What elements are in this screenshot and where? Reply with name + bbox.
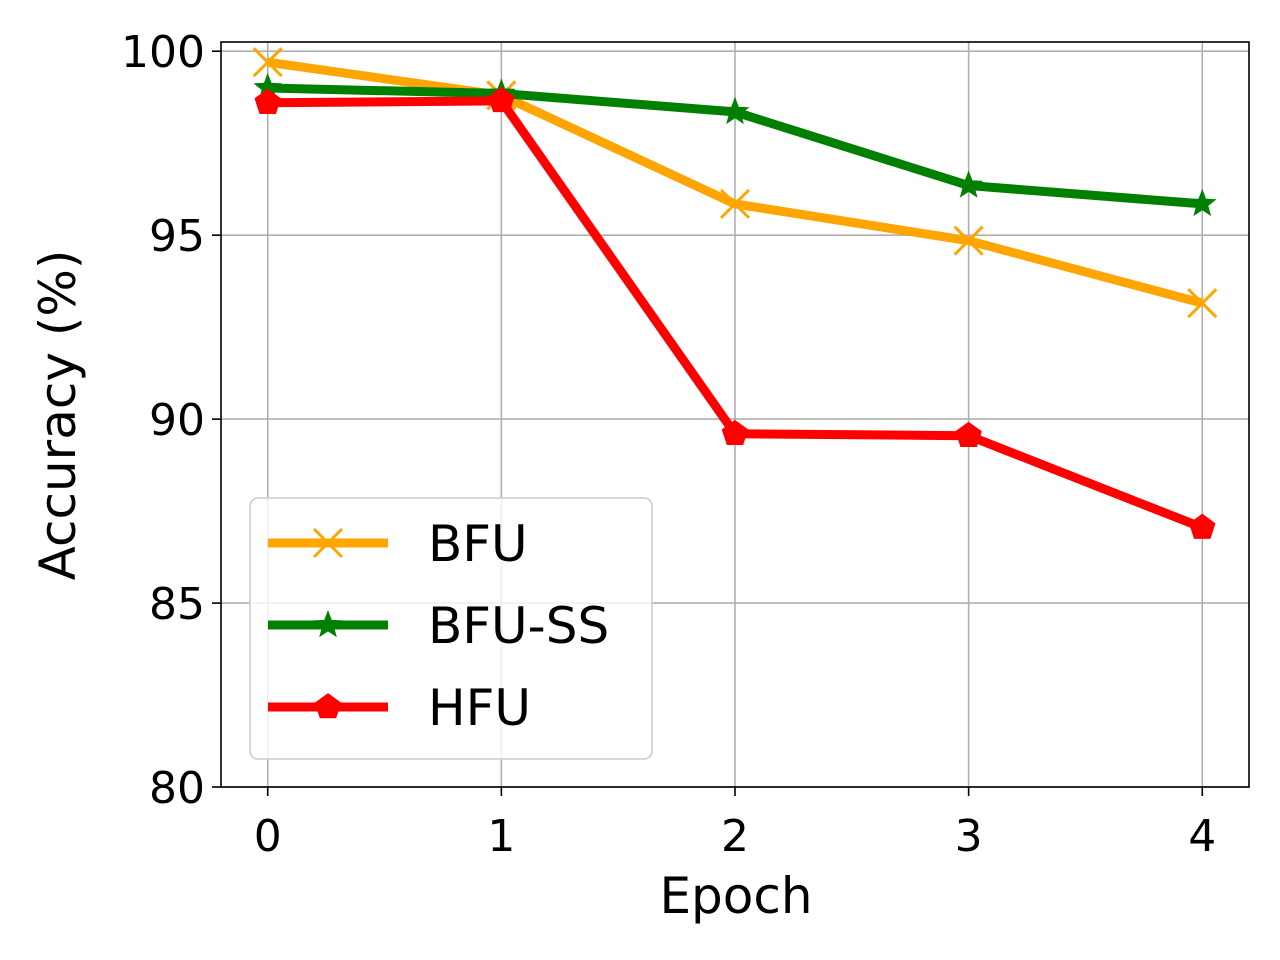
legend-marker-hfu (314, 693, 342, 719)
legend-label-hfu: HFU (428, 679, 531, 737)
legend-marker-bfu-stroke-b (312, 527, 344, 559)
data-point-bfu-0 (252, 47, 283, 78)
x-tick-label-2: 2 (721, 811, 749, 862)
data-point-hfu-0 (254, 88, 281, 114)
y-tick-label-95: 95 (149, 211, 205, 262)
data-point-bfu-0-stroke-b (252, 47, 283, 78)
data-point-hfu-3 (955, 421, 982, 447)
y-tick-label-80: 80 (149, 763, 205, 814)
legend-label-bfu-ss: BFU-SS (428, 597, 609, 655)
x-axis-label: Epoch (659, 867, 812, 925)
data-point-bfu-3-stroke-b (953, 225, 984, 256)
y-tick-label-90: 90 (149, 395, 205, 446)
data-point-bfu-3 (953, 225, 984, 256)
data-point-hfu-2 (721, 419, 749, 446)
series-lines (252, 47, 1218, 539)
x-tick-label-1: 1 (487, 811, 515, 862)
y-axis-label: Accuracy (%) (29, 250, 87, 581)
y-tick-label-85: 85 (149, 579, 205, 630)
axis-ticks: 0 1 2 3 4 80 85 90 95 100 (121, 27, 1216, 862)
legend-marker-bfu-ss (313, 609, 343, 638)
x-tick-label-4: 4 (1188, 811, 1216, 862)
legend: BFU BFU-SS HFU (249, 497, 653, 760)
data-point-bfu-2 (719, 188, 751, 219)
legend-marker-bfu (312, 527, 344, 559)
data-point-bfu-ss-3 (954, 170, 983, 198)
data-point-bfu-4-stroke-b (1187, 288, 1218, 319)
data-point-bfu-2-stroke-b (719, 188, 751, 219)
x-tick-label-3: 3 (955, 811, 983, 862)
x-tick-label-0: 0 (254, 811, 282, 862)
y-tick-label-100: 100 (121, 27, 205, 78)
data-point-hfu-1 (488, 86, 515, 113)
data-point-bfu-4 (1187, 288, 1218, 319)
legend-label-bfu: BFU (428, 515, 528, 573)
data-point-hfu-4 (1189, 513, 1216, 539)
data-point-bfu-ss-4 (1187, 188, 1217, 217)
legend-box (249, 497, 653, 760)
data-point-bfu-ss-2 (720, 96, 750, 125)
